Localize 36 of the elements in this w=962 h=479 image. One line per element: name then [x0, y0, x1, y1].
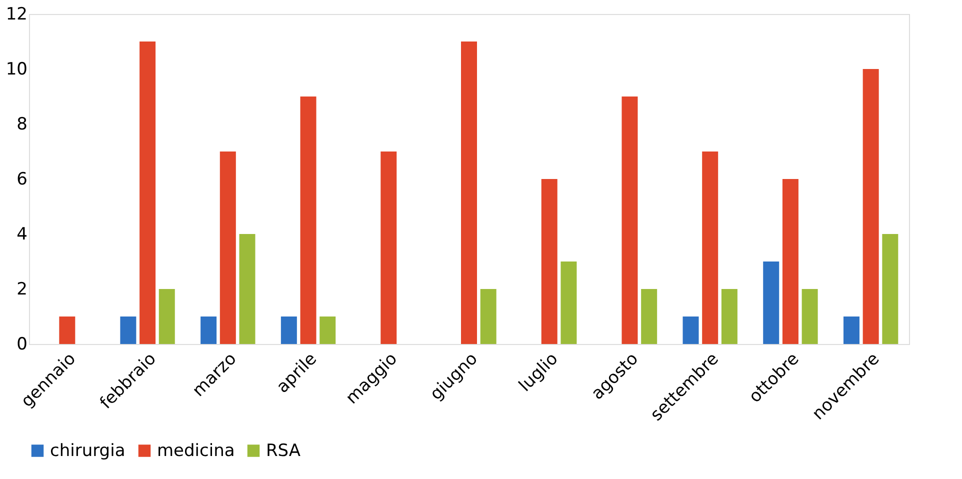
bar — [560, 262, 577, 344]
bar — [641, 289, 658, 344]
bar — [380, 152, 397, 344]
bar — [300, 96, 316, 344]
y-tick-label: 8 — [16, 114, 28, 134]
y-tick-label: 10 — [6, 60, 28, 80]
y-tick-label: 0 — [16, 334, 28, 354]
bar — [622, 96, 638, 344]
y-tick-label: 4 — [16, 224, 28, 244]
bar — [200, 316, 217, 344]
bar — [802, 289, 818, 344]
y-tick-label: 6 — [16, 170, 28, 190]
bar — [280, 316, 297, 344]
bar — [882, 234, 898, 344]
bar — [763, 262, 780, 344]
bar — [120, 316, 136, 344]
legend-label: medicina — [157, 440, 235, 461]
bar — [541, 179, 558, 344]
bar — [59, 316, 76, 344]
bar — [239, 234, 256, 344]
legend-label: RSA — [266, 440, 301, 461]
bar — [782, 179, 798, 344]
bar — [702, 152, 718, 344]
bar — [843, 316, 860, 344]
bar — [140, 42, 156, 344]
bar — [158, 289, 175, 344]
bar — [480, 289, 496, 344]
bar — [721, 289, 738, 344]
bar — [461, 42, 477, 344]
legend-label: chirurgia — [50, 440, 126, 461]
bar — [682, 316, 699, 344]
bar — [220, 152, 236, 344]
y-tick-label: 12 — [6, 4, 28, 24]
bar — [320, 316, 336, 344]
bar — [862, 69, 879, 344]
y-tick-label: 2 — [16, 280, 28, 300]
